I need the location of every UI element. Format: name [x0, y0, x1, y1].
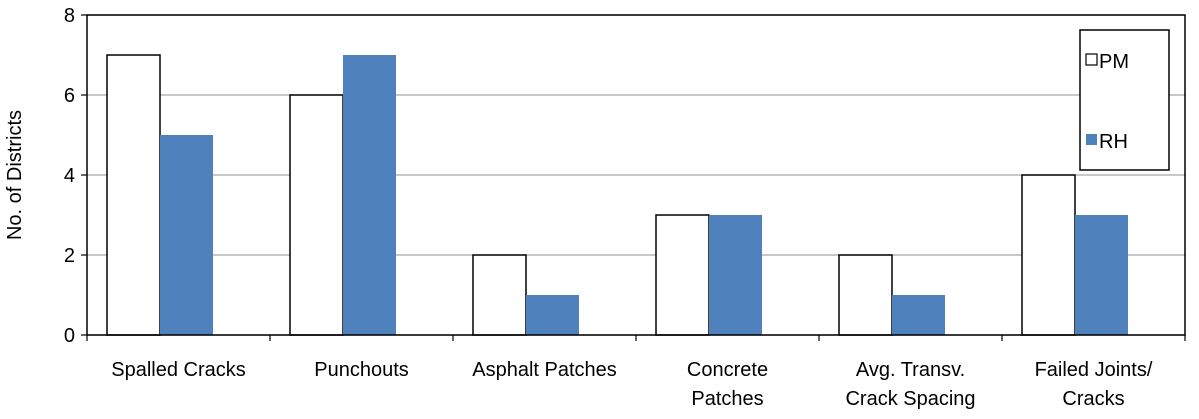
bar-rh-5: [1075, 215, 1128, 335]
legend-label-rh: RH: [1099, 131, 1128, 153]
y-tick-label-8: 8: [64, 5, 75, 27]
y-tick-label-0: 0: [64, 325, 75, 347]
bar-rh-1: [343, 55, 396, 335]
bars: [106, 54, 1128, 336]
legend-label-pm: PM: [1099, 51, 1129, 73]
y-axis-title: No. of Districts: [4, 110, 26, 240]
y-tick-label-6: 6: [64, 85, 75, 107]
x-category-label-3-line-1: Patches: [691, 388, 763, 410]
y-tick-labels: 0 2 4 6 8: [64, 5, 75, 347]
bar-pm-3: [655, 214, 710, 336]
gridlines: [81, 14, 1185, 336]
x-category-label-5-line-1: Cracks: [1062, 388, 1124, 410]
bar-pm-1: [289, 94, 344, 336]
x-category-labels: Spalled Cracks Punchouts Asphalt Patches Co…: [111, 359, 1153, 410]
x-category-label-0-line-0: Spalled Cracks: [111, 359, 246, 381]
legend-swatch-pm: [1085, 53, 1098, 66]
x-category-label-4-line-1: Crack Spacing: [845, 388, 975, 410]
x-category-label-3-line-0: Concrete: [687, 359, 768, 381]
bar-pm-0: [106, 54, 161, 336]
x-category-label-4-line-0: Avg. Transv.: [856, 359, 965, 381]
bar-pm-4: [838, 254, 893, 336]
legend-swatch-rh: [1086, 134, 1097, 145]
x-category-label-1-line-0: Punchouts: [314, 359, 409, 381]
bar-rh-4: [892, 295, 945, 335]
bar-rh-3: [709, 215, 762, 335]
axes: [86, 14, 1186, 341]
bar-rh-0: [160, 135, 213, 335]
bar-rh-2: [526, 295, 579, 335]
bar-pm-2: [472, 254, 527, 336]
legend-box: [1079, 29, 1170, 171]
x-category-label-5-line-0: Failed Joints/: [1035, 359, 1153, 381]
y-tick-label-4: 4: [64, 165, 75, 187]
legend: PM RH: [1079, 29, 1170, 171]
x-category-label-2-line-0: Asphalt Patches: [472, 359, 617, 381]
y-tick-label-2: 2: [64, 245, 75, 267]
bar-pm-5: [1021, 174, 1076, 336]
